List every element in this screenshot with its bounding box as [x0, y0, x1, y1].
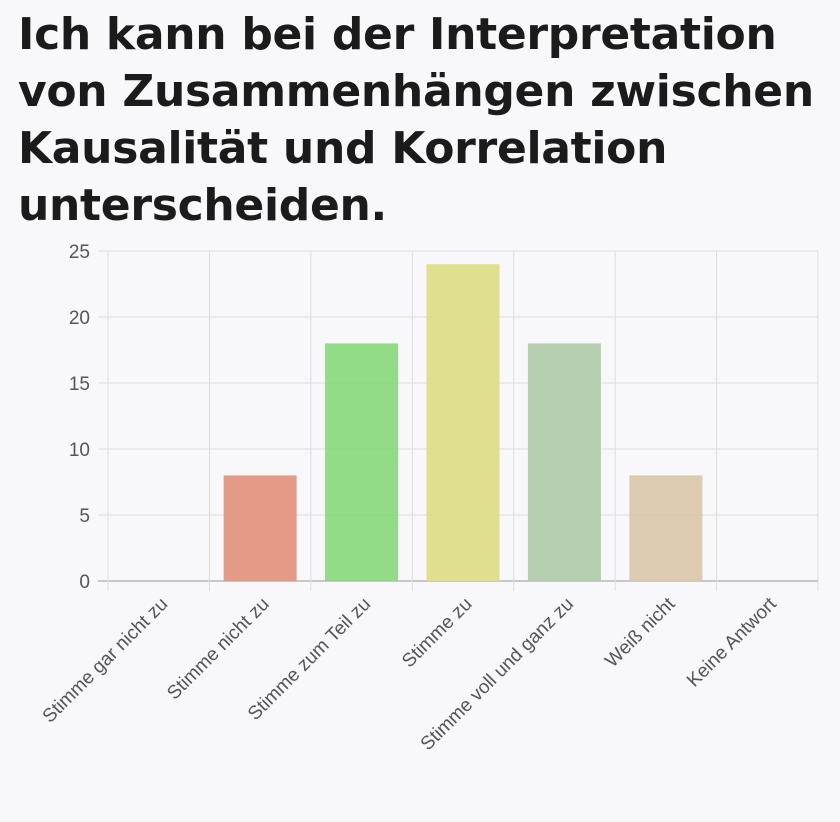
bars [223, 264, 703, 581]
bar [223, 475, 297, 581]
x-tick-label: Weiß nicht [601, 593, 680, 672]
y-tick-label: 15 [69, 374, 90, 395]
y-tick-label: 0 [79, 572, 90, 593]
bar [426, 264, 500, 581]
bar [325, 343, 399, 581]
x-tick-label: Stimme zu [398, 594, 476, 672]
y-tick-label: 10 [69, 440, 90, 461]
y-axis-ticks: 0 5 10 15 20 25 [69, 242, 90, 593]
bar [527, 343, 601, 581]
x-tick-label: Stimme gar nicht zu [39, 594, 173, 728]
y-tick-label: 25 [69, 242, 90, 263]
x-tick-label: Keine Antwort [683, 593, 781, 691]
bar [629, 475, 703, 581]
y-tick-label: 20 [69, 308, 90, 329]
chart-title: Ich kann bei der Interpretation von Zusa… [18, 9, 814, 231]
x-tick-label: Stimme nicht zu [163, 594, 273, 704]
y-tick-label: 5 [79, 506, 90, 527]
